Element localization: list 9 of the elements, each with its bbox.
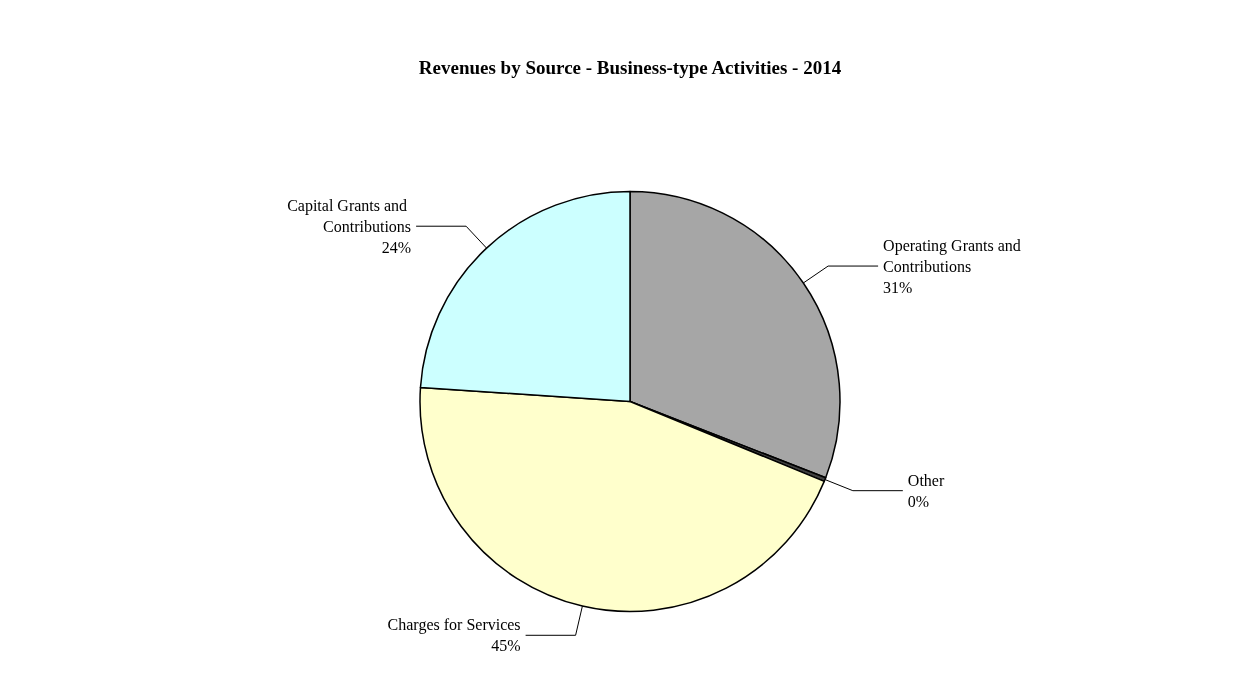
slice-label: Charges for Services — [387, 616, 521, 635]
data-label: 31% — [883, 278, 913, 296]
data-label: 0% — [907, 492, 930, 510]
data-label: 24% — [381, 238, 412, 256]
slice-label: Other — [907, 471, 945, 489]
slice-label: Operating Grants and Contributions — [883, 236, 1025, 275]
slice-label: Capital Grants and Contributions — [287, 196, 412, 235]
chart-title: Revenues by Source - Business-type Activities - 2014 — [418, 57, 842, 78]
data-label: 45% — [491, 637, 521, 655]
